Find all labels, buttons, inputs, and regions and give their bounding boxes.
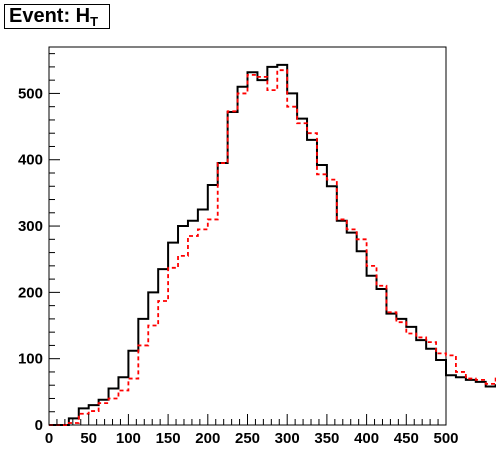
x-tick-label: 500 [433, 430, 458, 447]
y-tick-label: 0 [35, 417, 43, 434]
chart-title: Event: HT [4, 4, 110, 29]
y-tick-label: 300 [18, 218, 43, 235]
x-tick-label: 400 [354, 430, 379, 447]
chart-title-subscript: T [90, 14, 99, 29]
x-tick-label: 250 [235, 430, 260, 447]
x-tick-label: 150 [156, 430, 181, 447]
histogram-series-1 [49, 63, 496, 426]
y-tick-label: 500 [18, 85, 43, 102]
y-tick-label: 200 [18, 284, 43, 301]
y-tick-label: 100 [18, 351, 43, 368]
series-layer [49, 63, 496, 426]
x-tick-label: 50 [80, 430, 97, 447]
x-tick-label: 300 [275, 430, 300, 447]
chart-title-main: Event: H [9, 5, 91, 27]
x-tick-label: 450 [394, 430, 419, 447]
x-tick-label: 0 [45, 430, 53, 447]
y-tick-label: 400 [18, 152, 43, 169]
x-tick-label: 350 [314, 430, 339, 447]
plot-frame [48, 46, 447, 426]
x-tick-label: 200 [195, 430, 220, 447]
axis-layer: 0 50 100 150 200 250 300 350 400 450 500 0 100 200 300… [18, 53, 459, 447]
x-tick-label: 100 [116, 430, 141, 447]
histogram-series-2 [49, 69, 496, 426]
